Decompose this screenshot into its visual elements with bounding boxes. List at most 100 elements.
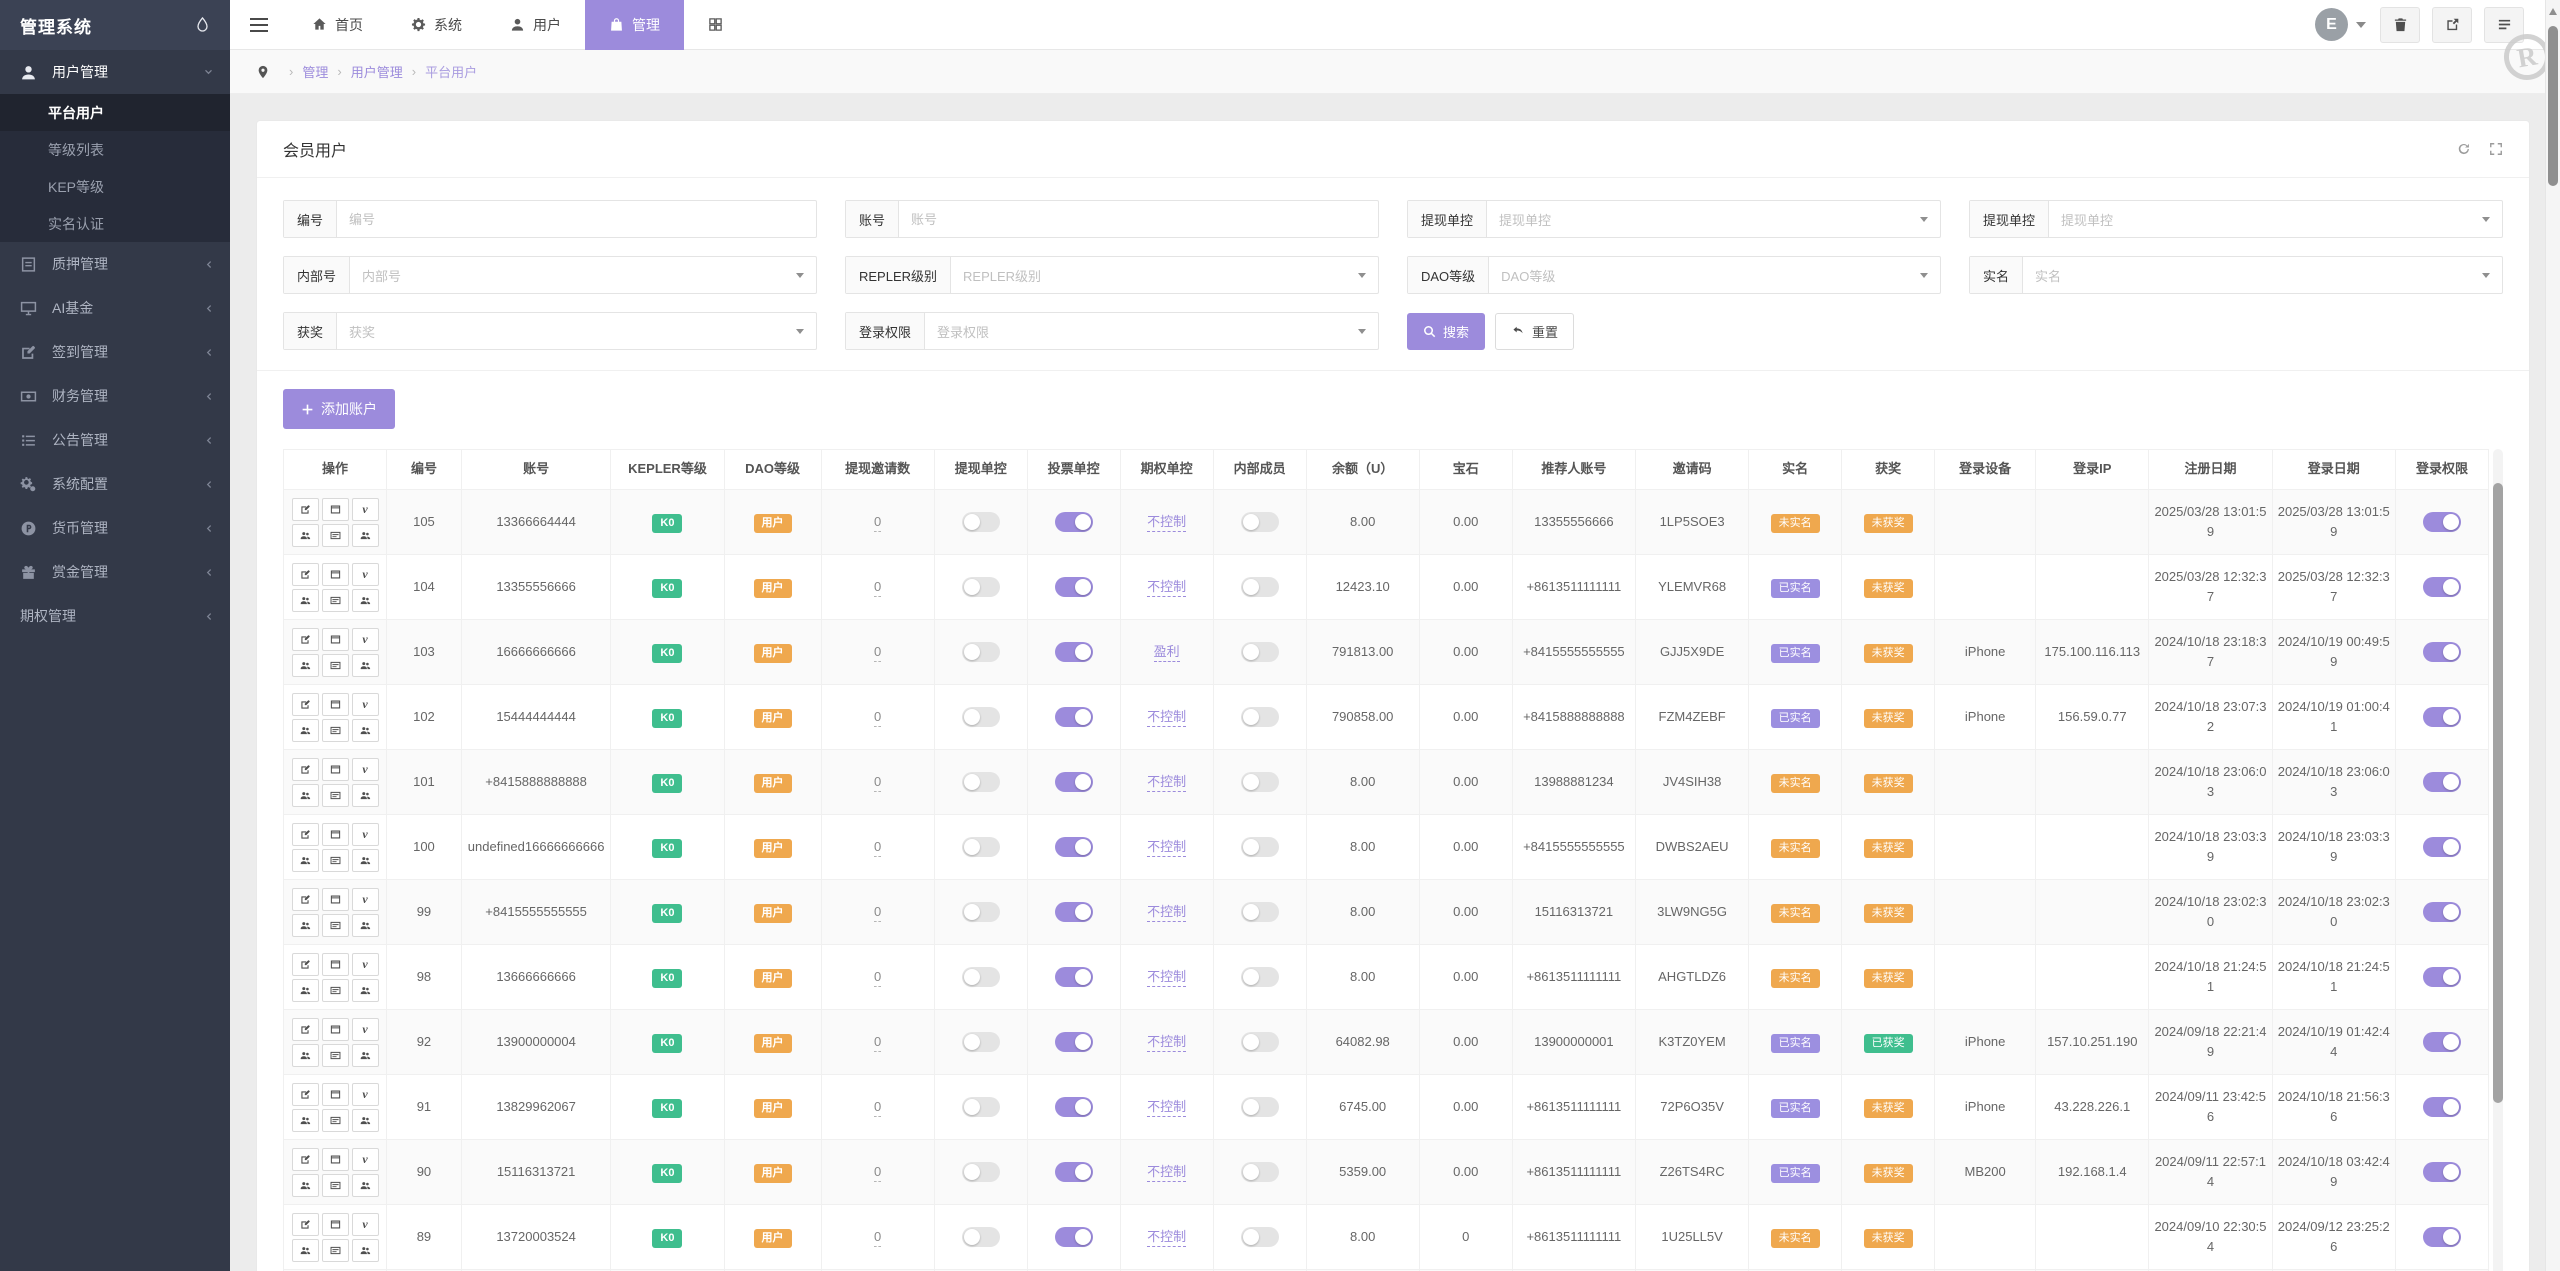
sidebar-subitem-0-1[interactable]: 等级列表 (48, 141, 104, 158)
table-scrollbar-thumb[interactable] (2493, 483, 2503, 1103)
sidebar-item-1[interactable]: 质押管理 (0, 242, 230, 286)
login-permission-toggle[interactable] (2422, 577, 2461, 598)
invites-link[interactable]: 0 (874, 578, 882, 597)
option-control-link[interactable]: 不控制 (1147, 578, 1187, 597)
breadcrumb-item-0[interactable]: 管理 (302, 65, 329, 80)
card-button[interactable] (321, 523, 349, 547)
detail-button[interactable] (321, 757, 349, 781)
team2-button[interactable] (351, 653, 379, 677)
invites-link[interactable]: 0 (874, 773, 882, 792)
vote-toggle[interactable] (1054, 577, 1093, 598)
withdraw-toggle[interactable] (961, 1032, 1000, 1053)
edit-button[interactable] (291, 627, 319, 651)
detail-button[interactable] (321, 627, 349, 651)
tab-3[interactable]: 管理 (585, 0, 684, 50)
sidebar-item-9[interactable]: 期权管理 (0, 594, 230, 638)
sidebar-subitem-0-0[interactable]: 平台用户 (0, 94, 230, 131)
filter-select-1-3[interactable]: 实名 (2023, 257, 2502, 293)
user-avatar-menu[interactable]: E (2315, 8, 2366, 41)
team-button[interactable] (291, 718, 319, 742)
option-control-link[interactable]: 不控制 (1147, 513, 1187, 532)
edit-button[interactable] (291, 692, 319, 716)
invites-link[interactable]: 0 (874, 968, 882, 987)
vote-toggle[interactable] (1054, 1162, 1093, 1183)
v-button[interactable]: v (351, 562, 379, 586)
tab-0[interactable]: 首页 (288, 0, 387, 50)
detail-button[interactable] (321, 562, 349, 586)
team-button[interactable] (291, 848, 319, 872)
invites-link[interactable]: 0 (874, 1228, 882, 1247)
invites-link[interactable]: 0 (874, 1163, 882, 1182)
withdraw-toggle[interactable] (961, 642, 1000, 663)
add-account-button[interactable]: 添加账户 (283, 389, 395, 429)
layout-menu-button[interactable] (2484, 6, 2524, 43)
vote-toggle[interactable] (1054, 772, 1093, 793)
withdraw-toggle[interactable] (961, 707, 1000, 728)
detail-button[interactable] (321, 692, 349, 716)
team2-button[interactable] (351, 848, 379, 872)
login-permission-toggle[interactable] (2422, 1032, 2461, 1053)
v-button[interactable]: v (351, 692, 379, 716)
withdraw-toggle[interactable] (961, 512, 1000, 533)
v-button[interactable]: v (351, 822, 379, 846)
edit-button[interactable] (291, 757, 319, 781)
sidebar-item-5[interactable]: 公告管理 (0, 418, 230, 462)
withdraw-toggle[interactable] (961, 967, 1000, 988)
login-permission-toggle[interactable] (2422, 902, 2461, 923)
edit-button[interactable] (291, 822, 319, 846)
login-permission-toggle[interactable] (2422, 1097, 2461, 1118)
internal-member-toggle[interactable] (1240, 1032, 1279, 1053)
v-button[interactable]: v (351, 627, 379, 651)
vote-toggle[interactable] (1054, 902, 1093, 923)
option-control-link[interactable]: 不控制 (1147, 1228, 1187, 1247)
internal-member-toggle[interactable] (1240, 967, 1279, 988)
edit-button[interactable] (291, 952, 319, 976)
team-button[interactable] (291, 523, 319, 547)
detail-button[interactable] (321, 1082, 349, 1106)
login-permission-toggle[interactable] (2422, 512, 2461, 533)
login-permission-toggle[interactable] (2422, 1227, 2461, 1248)
vote-toggle[interactable] (1054, 1032, 1093, 1053)
v-button[interactable]: v (351, 887, 379, 911)
withdraw-toggle[interactable] (961, 837, 1000, 858)
withdraw-toggle[interactable] (961, 772, 1000, 793)
scroll-up-arrow-icon[interactable] (2549, 8, 2557, 15)
edit-button[interactable] (291, 1082, 319, 1106)
card-button[interactable] (321, 913, 349, 937)
detail-button[interactable] (321, 497, 349, 521)
vote-toggle[interactable] (1054, 967, 1093, 988)
card-button[interactable] (321, 1043, 349, 1067)
internal-member-toggle[interactable] (1240, 772, 1279, 793)
v-button[interactable]: v (351, 1147, 379, 1171)
v-button[interactable]: v (351, 497, 379, 521)
filter-select-2-0[interactable]: 获奖 (337, 313, 816, 349)
invites-link[interactable]: 0 (874, 643, 882, 662)
option-control-link[interactable]: 不控制 (1147, 838, 1187, 857)
trash-button[interactable] (2380, 6, 2420, 43)
internal-member-toggle[interactable] (1240, 1162, 1279, 1183)
vote-toggle[interactable] (1054, 512, 1093, 533)
team-button[interactable] (291, 653, 319, 677)
table-scrollbar[interactable] (2493, 449, 2503, 1271)
withdraw-toggle[interactable] (961, 577, 1000, 598)
filter-select-0-2[interactable]: 提现单控 (1487, 201, 1940, 237)
team2-button[interactable] (351, 1108, 379, 1132)
avatar[interactable]: E (2315, 8, 2348, 41)
invites-link[interactable]: 0 (874, 513, 882, 532)
detail-button[interactable] (321, 1212, 349, 1236)
team2-button[interactable] (351, 1043, 379, 1067)
v-button[interactable]: v (351, 1212, 379, 1236)
withdraw-toggle[interactable] (961, 1097, 1000, 1118)
open-external-button[interactable] (2432, 6, 2472, 43)
team-button[interactable] (291, 1043, 319, 1067)
v-button[interactable]: v (351, 952, 379, 976)
login-permission-toggle[interactable] (2422, 642, 2461, 663)
option-control-link[interactable]: 不控制 (1147, 1098, 1187, 1117)
detail-button[interactable] (321, 1147, 349, 1171)
sidebar-item-8[interactable]: 赏金管理 (0, 550, 230, 594)
invites-link[interactable]: 0 (874, 903, 882, 922)
sidebar-subitem-0-2[interactable]: KEP等级 (48, 178, 105, 195)
card-button[interactable] (321, 978, 349, 1002)
withdraw-toggle[interactable] (961, 1227, 1000, 1248)
card-button[interactable] (321, 718, 349, 742)
